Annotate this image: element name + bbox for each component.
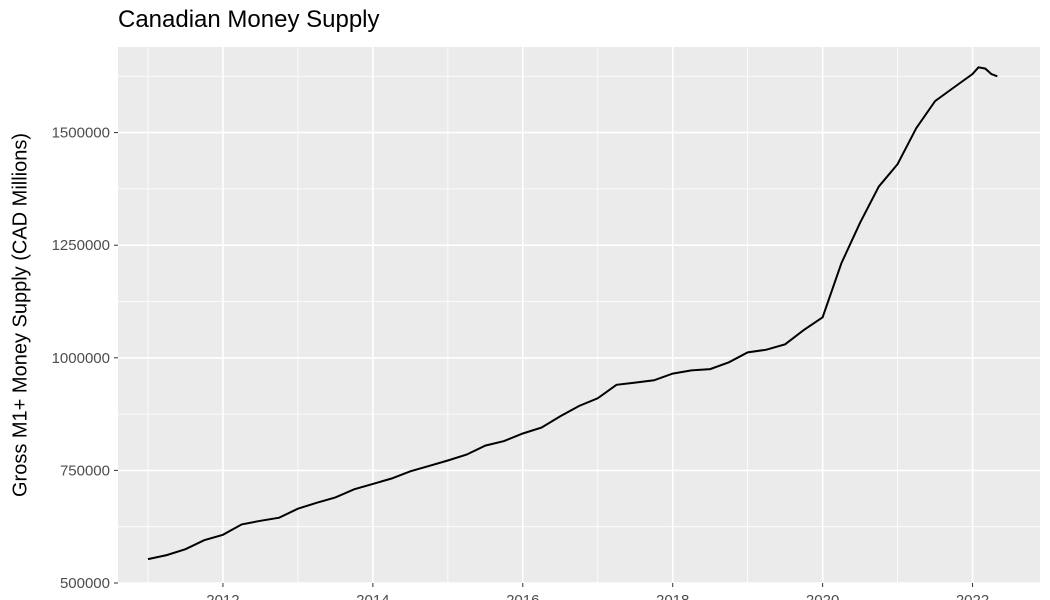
major-gridlines — [118, 47, 1040, 584]
x-tick-label: 2018 — [656, 592, 689, 600]
x-tick-label: 2014 — [356, 592, 389, 600]
y-axis: 500000 750000 1000000 1250000 1500000 — [52, 125, 118, 592]
y-tick-label: 1250000 — [52, 237, 110, 254]
y-tick-label: 1000000 — [52, 350, 110, 367]
x-tick-label: 2020 — [806, 592, 839, 600]
x-tick-label: 2022 — [956, 592, 989, 600]
y-tick-label: 750000 — [60, 462, 110, 479]
y-tick-label: 500000 — [60, 575, 110, 592]
x-tick-label: 2012 — [206, 592, 239, 600]
x-tick-label: 2016 — [506, 592, 539, 600]
minor-gridlines — [118, 47, 1040, 583]
chart-title: Canadian Money Supply — [118, 6, 380, 33]
x-axis: 2012 2014 2016 2018 2020 2022 — [206, 583, 989, 600]
series-line — [147, 66, 998, 561]
plot-panel — [118, 47, 1040, 583]
y-tick-label: 1500000 — [52, 125, 110, 142]
